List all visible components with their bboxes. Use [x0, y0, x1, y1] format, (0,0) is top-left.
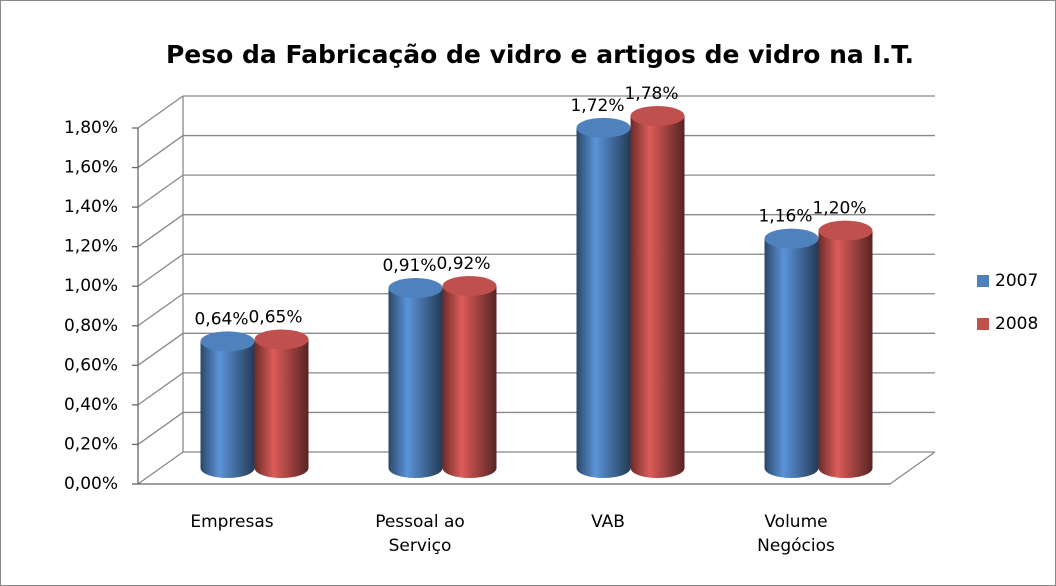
value-label: 1,20% [812, 199, 866, 219]
cylinder-body [254, 339, 309, 478]
cylinder [630, 105, 685, 478]
cylinder-top [576, 117, 631, 138]
floor-edge [889, 451, 936, 485]
cylinder [764, 228, 819, 478]
y-tick-label: 1,80% [64, 118, 118, 138]
grid-line [137, 411, 184, 445]
value-label: 1,16% [758, 207, 812, 227]
value-label: 0,92% [436, 254, 490, 274]
grid-line [137, 135, 184, 169]
grid-line [137, 95, 184, 129]
value-label: 1,72% [570, 96, 624, 116]
cylinder [818, 220, 873, 478]
value-label: 0,91% [382, 256, 436, 276]
cylinder-body [764, 238, 819, 478]
value-label: 0,64% [194, 309, 248, 329]
y-tick-label: 0,00% [64, 474, 118, 494]
grid-line [137, 372, 184, 406]
cylinder-body [388, 288, 443, 478]
grid-line [137, 332, 184, 366]
cylinder-top [630, 105, 685, 126]
x-tick-label: Empresas [190, 512, 274, 532]
grid-line [137, 451, 184, 485]
cylinder-body [818, 230, 873, 478]
cylinder-top [442, 276, 497, 297]
legend-swatch [977, 275, 989, 287]
legend-swatch [977, 318, 989, 330]
cylinder-body [200, 341, 255, 478]
cylinder-top [764, 228, 819, 249]
grid-line [137, 174, 184, 208]
grid-line [137, 293, 184, 327]
cylinder-top [254, 329, 309, 350]
cylinder-top [818, 220, 873, 241]
y-tick-label: 1,00% [64, 276, 118, 296]
y-tick-label: 0,60% [64, 355, 118, 375]
y-tick-label: 0,40% [64, 395, 118, 415]
grid-line [137, 253, 184, 287]
cylinder [388, 278, 443, 478]
cylinder-body [630, 115, 685, 478]
legend-label: 2007 [995, 271, 1038, 291]
y-tick-label: 1,20% [64, 237, 118, 257]
x-tick-label: Pessoal ao Serviço [375, 512, 465, 556]
y-tick-label: 1,40% [64, 197, 118, 217]
chart-title: Peso da Fabricação de vidro e artigos de… [166, 40, 914, 69]
value-label: 0,65% [248, 307, 302, 327]
cylinder [200, 331, 255, 478]
cylinder-body [576, 127, 631, 479]
cylinder [442, 276, 497, 478]
cylinder [254, 329, 309, 478]
grid-line [137, 214, 184, 248]
cylinder-body [442, 286, 497, 478]
y-tick-label: 1,60% [64, 158, 118, 178]
legend-label: 2008 [995, 314, 1038, 334]
cylinder [576, 117, 631, 479]
y-tick-label: 0,80% [64, 316, 118, 336]
cylinder-top [200, 331, 255, 352]
value-label: 1,78% [624, 84, 678, 104]
y-tick-label: 0,20% [64, 434, 118, 454]
x-tick-label: VAB [591, 512, 625, 532]
cylinder-top [388, 278, 443, 299]
x-tick-label: Volume Negócios [757, 512, 835, 556]
